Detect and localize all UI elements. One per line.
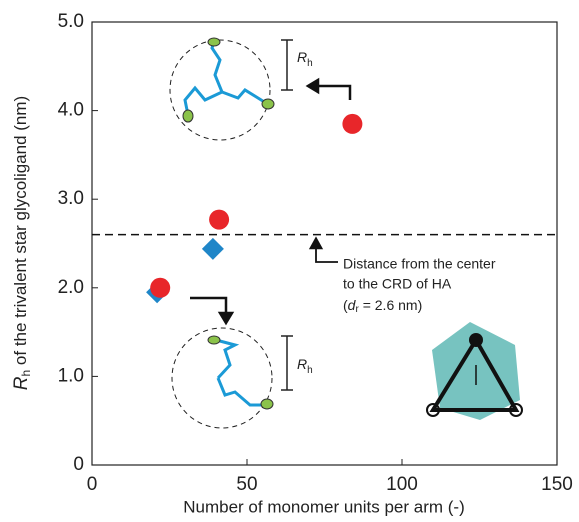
star-diagram-top [170, 38, 274, 140]
rh-label: Rh [297, 49, 313, 69]
y-tick-label: 5.0 [58, 11, 84, 32]
y-tick-label: 3.0 [58, 188, 84, 209]
y-tick-label: 0 [73, 454, 84, 475]
y-tick-label: 2.0 [58, 277, 84, 298]
chart: Rh Rh Distance from the center to the CR… [0, 0, 579, 522]
x-tick-label: 0 [87, 474, 98, 495]
annotation: to the CRD of HA [343, 276, 452, 292]
x-tick-label: 50 [236, 474, 257, 495]
y-tick-label: 1.0 [58, 365, 84, 386]
circle-point [209, 210, 229, 230]
x-axis-label: Number of monomer units per arm (-) [183, 497, 465, 516]
y-axis-label: Rh of the trivalent star glycoligand (nm… [11, 96, 33, 390]
rh-bracket [281, 40, 293, 390]
annotation: Distance from the center [343, 256, 496, 272]
x-tick-label: 100 [386, 474, 418, 495]
y-tick-label: 4.0 [58, 100, 84, 121]
rh-label: Rh [297, 356, 313, 376]
diamond-point [202, 238, 224, 260]
protein-illustration [427, 322, 522, 420]
circle-point [342, 114, 362, 134]
annotation: (dr = 2.6 nm) [343, 297, 422, 315]
arrows [190, 80, 350, 323]
x-tick-label: 150 [541, 474, 573, 495]
star-diagram-bottom [172, 328, 273, 428]
circle-point [150, 278, 170, 298]
